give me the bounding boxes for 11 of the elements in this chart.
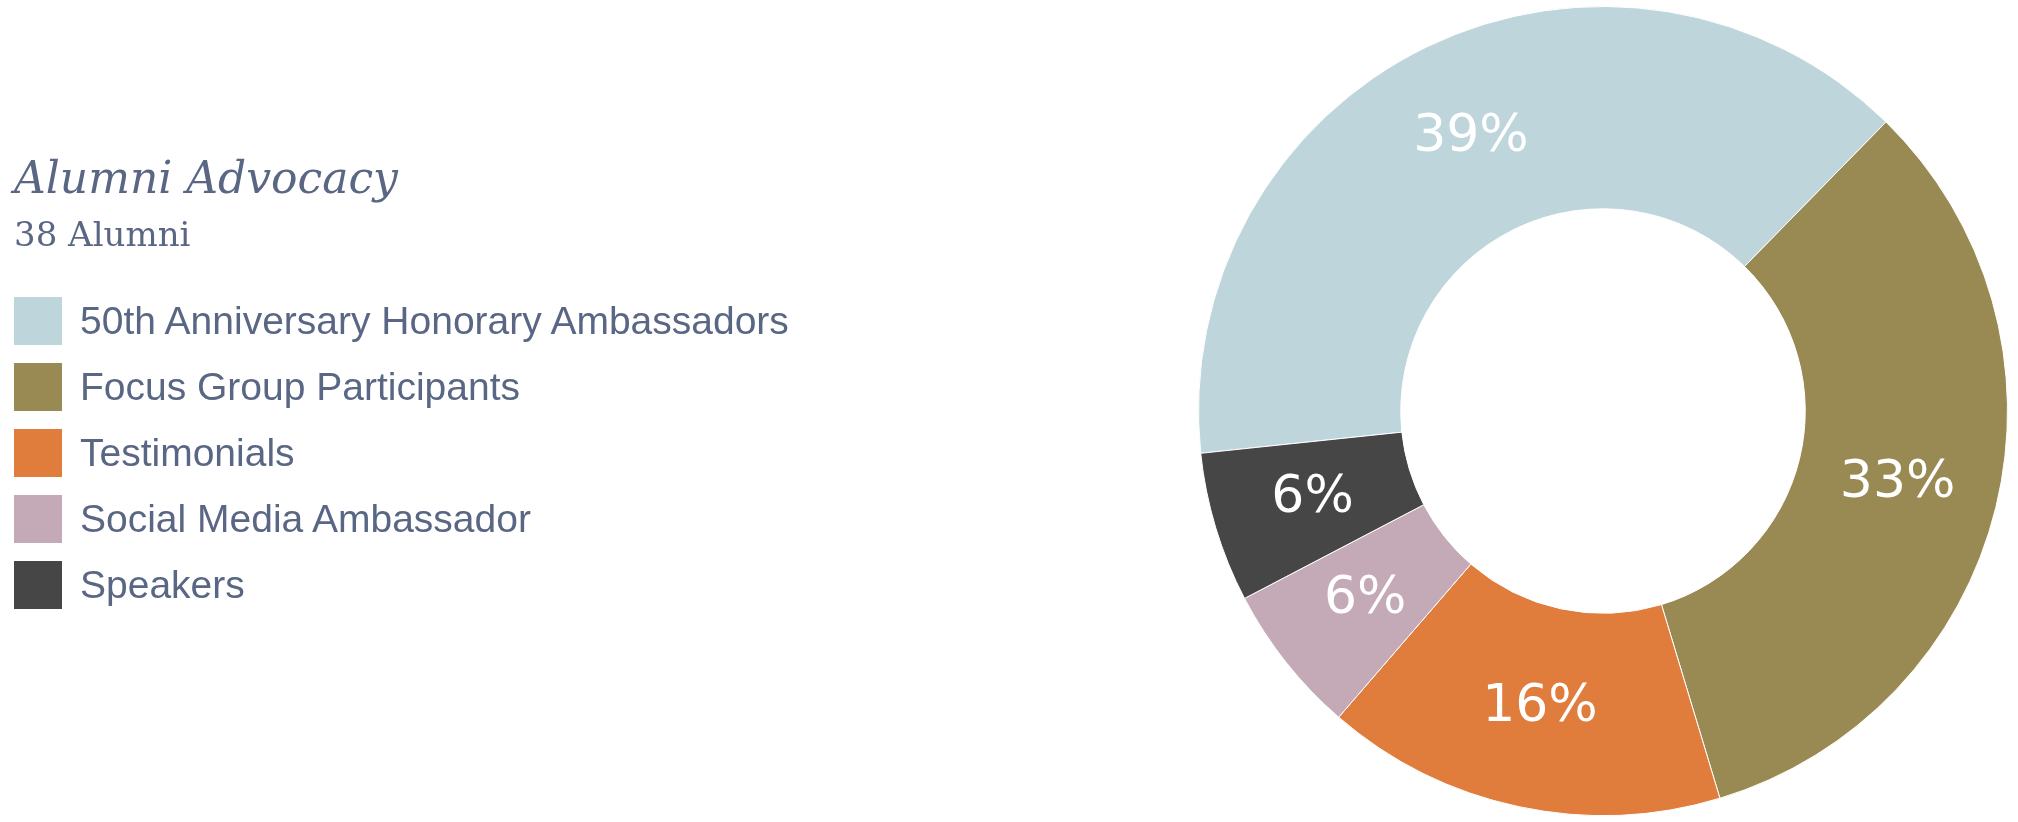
legend-label: Focus Group Participants (80, 365, 521, 409)
text: 38 Alumni (14, 213, 192, 256)
data-label: 39% (1413, 103, 1529, 164)
legend-label: Testimonials (80, 431, 295, 475)
legend-label: 50th Anniversary Honorary Ambassadors (80, 299, 789, 343)
data-label: 16% (1482, 673, 1598, 734)
legend-label: Speakers (80, 563, 245, 607)
legend-label: Social Media Ambassador (80, 497, 531, 541)
data-label: 6% (1271, 464, 1354, 525)
data-label: 6% (1324, 564, 1407, 625)
data-label: 33% (1839, 448, 1956, 509)
